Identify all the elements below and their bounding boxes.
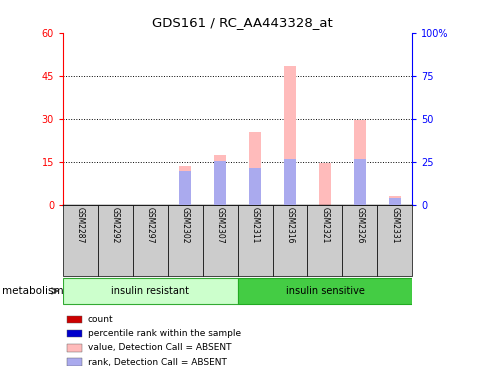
Bar bbox=[98, 205, 133, 276]
Bar bbox=[248, 168, 261, 205]
Bar bbox=[63, 205, 98, 276]
Text: percentile rank within the sample: percentile rank within the sample bbox=[88, 329, 241, 338]
Bar bbox=[237, 205, 272, 276]
Text: GSM2292: GSM2292 bbox=[111, 207, 120, 243]
Bar bbox=[167, 205, 202, 276]
Bar bbox=[388, 198, 400, 205]
Bar bbox=[283, 159, 296, 205]
Text: metabolism: metabolism bbox=[2, 286, 64, 296]
Bar bbox=[307, 205, 342, 276]
Bar bbox=[248, 132, 261, 205]
Text: GDS161 / RC_AA443328_at: GDS161 / RC_AA443328_at bbox=[152, 16, 332, 30]
Bar bbox=[133, 205, 167, 276]
Bar bbox=[377, 205, 411, 276]
Text: GSM2321: GSM2321 bbox=[320, 207, 329, 243]
Bar bbox=[202, 205, 237, 276]
Text: GSM2297: GSM2297 bbox=[146, 207, 154, 244]
Bar bbox=[388, 196, 400, 205]
Text: GSM2307: GSM2307 bbox=[215, 207, 224, 244]
Text: GSM2331: GSM2331 bbox=[390, 207, 398, 244]
Text: GSM2311: GSM2311 bbox=[250, 207, 259, 243]
Bar bbox=[179, 171, 191, 205]
Bar bbox=[213, 155, 226, 205]
Text: value, Detection Call = ABSENT: value, Detection Call = ABSENT bbox=[88, 343, 231, 352]
Bar bbox=[213, 161, 226, 205]
Bar bbox=[237, 278, 411, 304]
Bar bbox=[67, 330, 81, 337]
Text: GSM2302: GSM2302 bbox=[181, 207, 189, 244]
Bar bbox=[63, 278, 237, 304]
Bar bbox=[67, 358, 81, 366]
Text: insulin resistant: insulin resistant bbox=[111, 286, 189, 296]
Bar bbox=[67, 344, 81, 351]
Text: GSM2287: GSM2287 bbox=[76, 207, 85, 243]
Text: insulin sensitive: insulin sensitive bbox=[285, 286, 363, 296]
Bar bbox=[318, 163, 331, 205]
Bar bbox=[353, 120, 365, 205]
Bar bbox=[283, 66, 296, 205]
Bar bbox=[179, 166, 191, 205]
Bar bbox=[272, 205, 307, 276]
Text: GSM2316: GSM2316 bbox=[285, 207, 294, 244]
Text: GSM2326: GSM2326 bbox=[355, 207, 363, 244]
Text: count: count bbox=[88, 315, 113, 324]
Bar bbox=[342, 205, 377, 276]
Bar bbox=[353, 159, 365, 205]
Text: rank, Detection Call = ABSENT: rank, Detection Call = ABSENT bbox=[88, 358, 226, 366]
Bar bbox=[67, 316, 81, 323]
